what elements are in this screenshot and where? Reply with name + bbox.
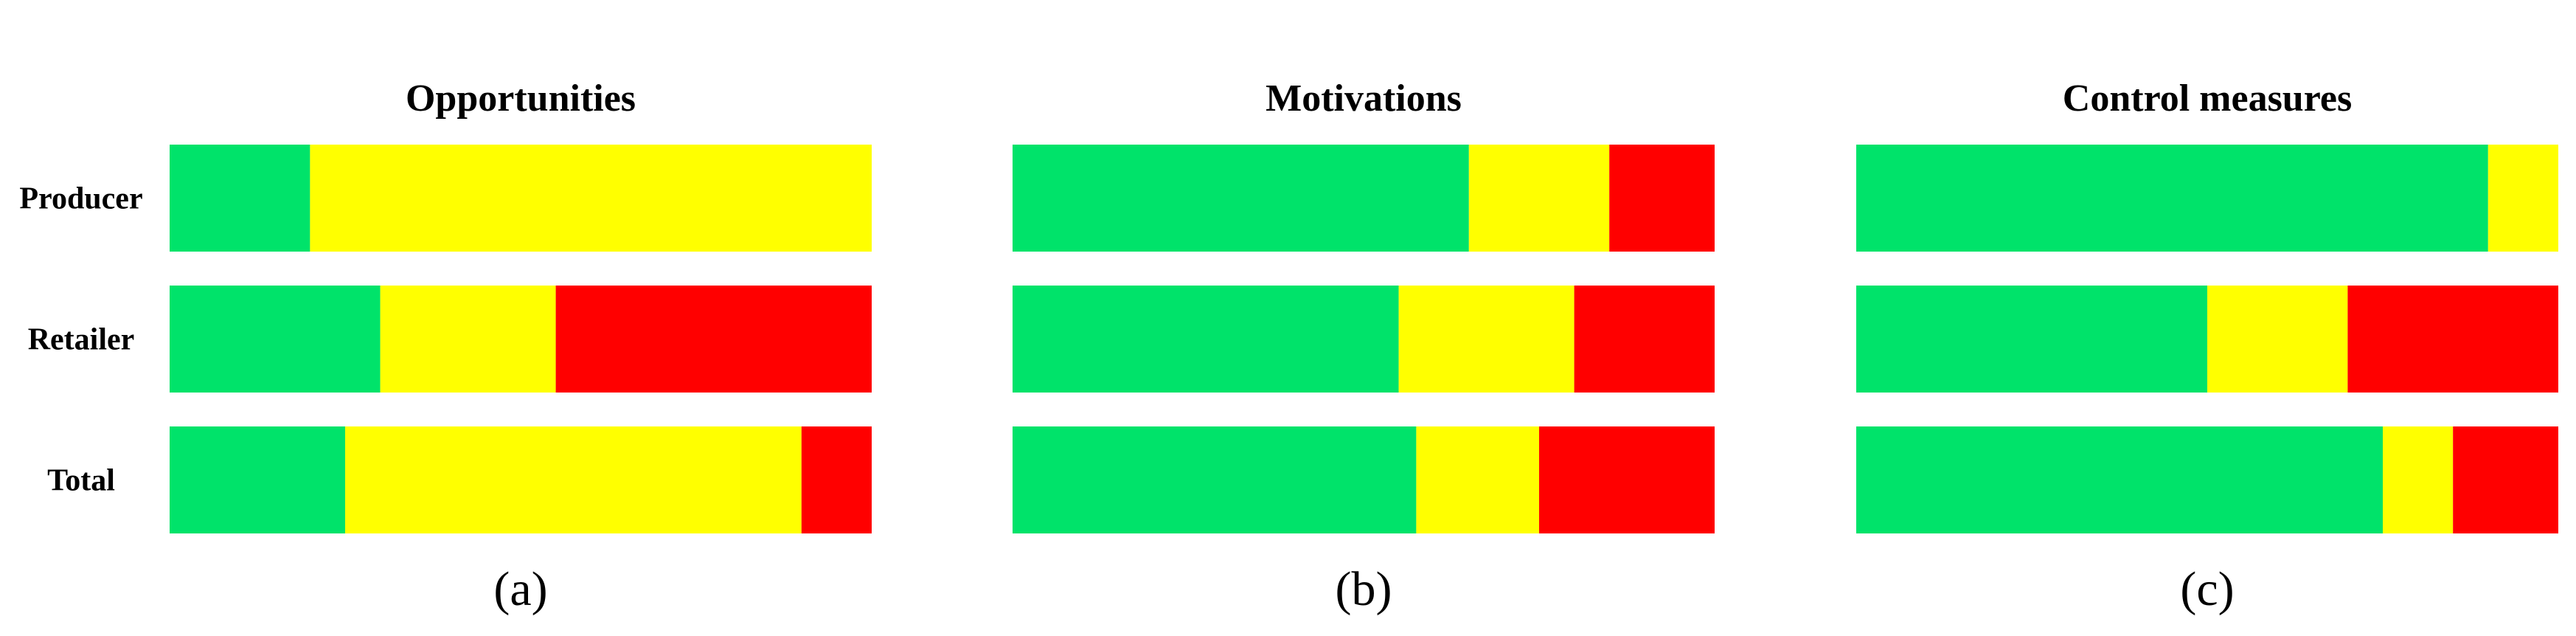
bar-segment-control-measures-retailer-1 <box>2207 286 2348 393</box>
row-label-total: Total <box>47 464 115 498</box>
row-label-retailer: Retailer <box>28 323 135 357</box>
bar-segment-opportunities-producer-0 <box>170 145 310 252</box>
bar-segment-motivations-retailer-2 <box>1574 286 1715 393</box>
panel-caption-control-measures: (c) <box>2180 562 2234 616</box>
bar-segment-opportunities-retailer-1 <box>380 286 556 393</box>
bar-segment-motivations-retailer-1 <box>1398 286 1575 393</box>
bar-segment-control-measures-producer-1 <box>2488 145 2558 252</box>
bar-segment-motivations-total-2 <box>1539 426 1715 533</box>
panel-caption-opportunities: (a) <box>493 562 547 616</box>
row-label-producer: Producer <box>19 182 142 216</box>
chart-title-opportunities: Opportunities <box>406 77 636 120</box>
bar-segment-opportunities-retailer-0 <box>170 286 381 393</box>
chart-title-motivations: Motivations <box>1266 77 1462 120</box>
bar-segment-control-measures-total-1 <box>2383 426 2454 533</box>
panel-caption-motivations: (b) <box>1336 562 1392 616</box>
bar-segment-motivations-producer-1 <box>1468 145 1610 252</box>
bar-segment-motivations-retailer-0 <box>1013 286 1399 393</box>
bar-segment-control-measures-retailer-2 <box>2347 286 2558 393</box>
bar-segment-opportunities-total-0 <box>170 426 345 533</box>
bar-segment-motivations-total-1 <box>1416 426 1539 533</box>
bar-segment-opportunities-retailer-2 <box>555 286 872 393</box>
bar-segment-opportunities-total-2 <box>801 426 872 533</box>
bar-segment-opportunities-producer-1 <box>310 145 872 252</box>
bar-segment-motivations-producer-2 <box>1609 145 1715 252</box>
bar-segment-control-measures-producer-0 <box>1856 145 2488 252</box>
bar-segment-control-measures-retailer-0 <box>1856 286 2207 393</box>
chart-title-control-measures: Control measures <box>2063 77 2352 120</box>
bar-segment-opportunities-total-1 <box>345 426 802 533</box>
bar-segment-control-measures-total-2 <box>2453 426 2558 533</box>
bar-segment-control-measures-total-0 <box>1856 426 2383 533</box>
bar-segment-motivations-producer-0 <box>1013 145 1469 252</box>
bar-segment-motivations-total-0 <box>1013 426 1417 533</box>
